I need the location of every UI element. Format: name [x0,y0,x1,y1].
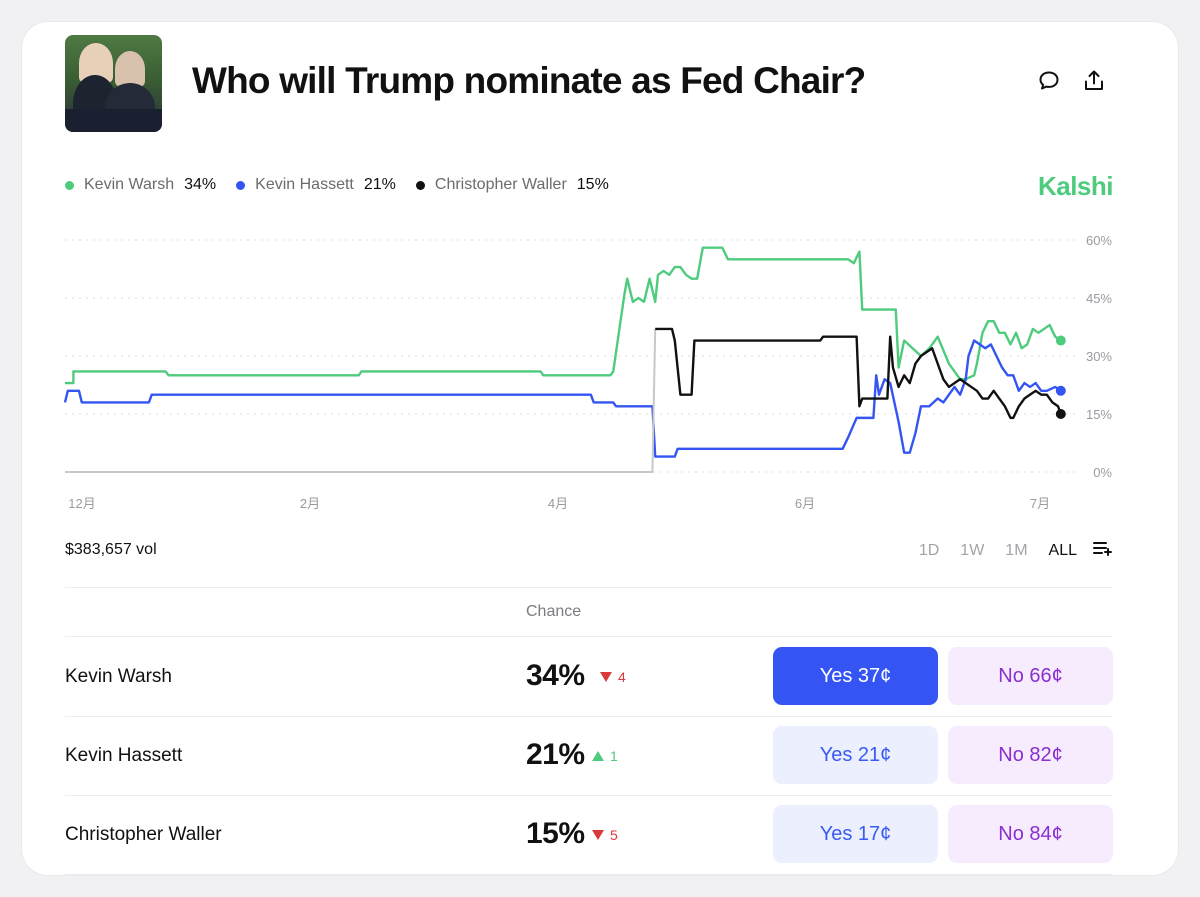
outcome-row: Kevin Warsh 34% 4 Yes 37¢ No 66¢ [65,637,1113,717]
legend-dot [236,180,246,190]
y-tick-label: 60% [1086,233,1112,248]
change-value: 1 [610,748,618,764]
range-all[interactable]: ALL [1048,541,1077,559]
outcome-row: Kevin Hassett 21% 1 Yes 21¢ No 82¢ [65,716,1113,796]
podium [65,109,162,132]
series-end-point [1055,385,1066,396]
x-tick-label: 6月 [795,496,815,511]
legend-item-waller: Christopher Waller 15% [415,176,609,194]
legend-value: 15% [576,176,609,193]
legend-name: Kevin Hassett [255,176,354,193]
buy-no-button[interactable]: No 82¢ [948,726,1113,784]
buy-yes-button[interactable]: Yes 21¢ [773,726,938,784]
outcome-chance: 34% [526,659,585,692]
x-tick-label: 2月 [300,496,320,511]
divider [65,636,1112,637]
market-card: Who will Trump nominate as Fed Chair? Ke… [22,22,1178,875]
down-triangle-icon [600,672,612,682]
x-tick-label: 12月 [68,496,95,511]
y-tick-label: 30% [1086,349,1112,364]
add-to-list-icon[interactable] [1093,540,1113,561]
market-thumbnail [65,35,162,132]
series-line [65,246,1062,385]
down-triangle-icon [592,830,604,840]
change-value: 4 [618,669,626,685]
series-end-point [1055,409,1066,419]
series-end-point [1055,335,1066,346]
share-icon[interactable] [1081,68,1107,94]
legend-item-warsh: Kevin Warsh 34% [65,176,216,194]
y-tick-label: 15% [1086,407,1112,422]
x-tick-label: 4月 [548,496,568,511]
range-1d[interactable]: 1D [918,541,940,559]
outcome-name: Kevin Hassett [65,745,183,766]
comment-icon[interactable] [1036,68,1062,94]
price-chart[interactable]: 60% 45% 30% 15% 0% 12月 2月 4月 6月 7月 [22,222,1178,522]
buy-yes-button[interactable]: Yes 17¢ [773,805,938,863]
legend-value: 34% [184,176,217,193]
y-tick-label: 45% [1086,291,1112,306]
buy-no-button[interactable]: No 66¢ [948,647,1113,705]
outcome-chance: 15% [526,817,585,850]
chance-column-header: Chance [526,603,582,620]
outcome-name: Christopher Waller [65,824,222,845]
outcome-row: Christopher Waller 15% 5 Yes 17¢ No 84¢ [65,795,1113,875]
legend-name: Christopher Waller [434,176,567,193]
outcome-name: Kevin Warsh [65,666,172,687]
up-triangle-icon [592,751,604,761]
legend-name: Kevin Warsh [84,176,175,193]
series-line [63,339,1062,458]
x-tick-label: 7月 [1030,496,1050,511]
thumbnail-figure [115,51,145,87]
buy-yes-button[interactable]: Yes 37¢ [773,647,938,705]
legend-value: 21% [363,176,396,193]
market-title: Who will Trump nominate as Fed Chair? [192,60,866,101]
volume-label: $383,657 vol [65,541,157,558]
change-value: 5 [610,827,618,843]
legend-dot [65,180,74,190]
chance-change: 1 [592,748,618,764]
series-line [655,327,1062,420]
divider [65,587,1112,588]
series-line [65,328,657,473]
legend-dot [415,180,425,190]
outcome-chance: 21% [526,738,585,771]
buy-no-button[interactable]: No 84¢ [948,805,1113,863]
range-1m[interactable]: 1M [1005,541,1028,559]
time-range-selector: 1D 1W 1M ALL [898,540,1113,561]
y-tick-label: 0% [1093,465,1112,480]
kalshi-logo: Kalshi [1037,171,1114,201]
legend-item-hassett: Kevin Hassett 21% [236,176,396,194]
chance-change: 4 [600,669,626,685]
chance-change: 5 [592,827,618,843]
range-1w[interactable]: 1W [960,541,985,559]
chart-legend: Kevin Warsh 34% Kevin Hassett 21% Christ… [65,176,629,194]
